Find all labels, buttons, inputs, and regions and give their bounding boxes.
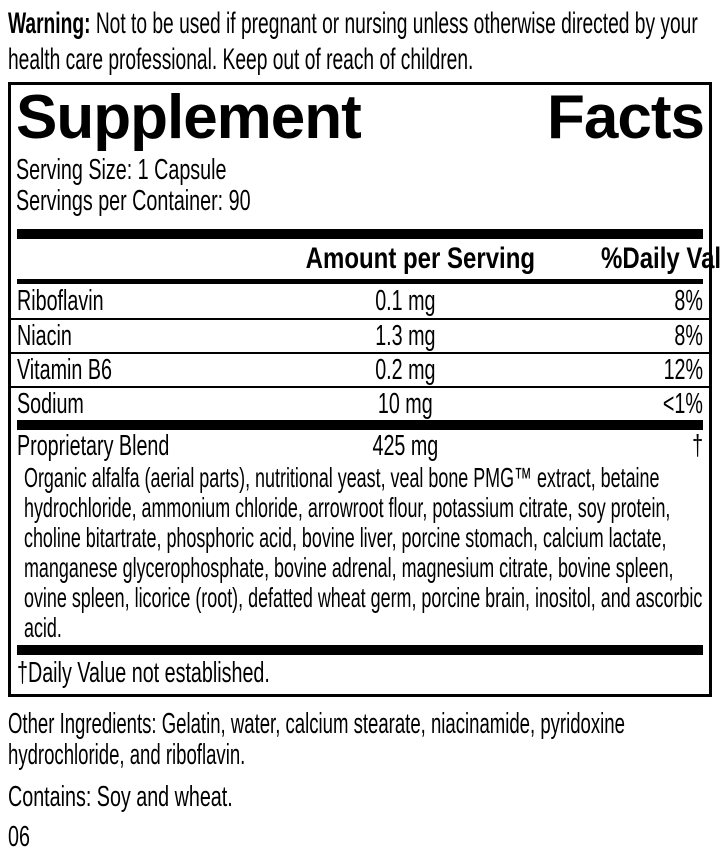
panel-title-word-facts: Facts (547, 83, 705, 152)
contains-statement: Contains: Soy and wheat. (8, 781, 233, 813)
serving-info: Serving Size: 1 Capsule Servings per Con… (11, 149, 709, 217)
proprietary-blend-amount: 425 mg (372, 430, 438, 462)
divider-bar-proprietary (17, 420, 703, 430)
nutrient-daily-value: 12% (663, 354, 703, 386)
servings-per-container-line: Servings per Container: 90 (16, 185, 251, 217)
nutrient-name: Niacin (17, 320, 72, 352)
nutrient-name: Vitamin B6 (17, 354, 113, 386)
nutrient-row: Niacin 1.3 mg 8% (11, 318, 709, 352)
nutrient-amount: 10 mg (377, 388, 433, 420)
nutrient-name: Sodium (17, 388, 84, 420)
nutrient-row: Riboflavin 0.1 mg 8% (11, 284, 709, 318)
serving-size-line: Serving Size: 1 Capsule (16, 154, 227, 186)
proprietary-blend-row: Proprietary Blend 425 mg † (11, 430, 709, 463)
proprietary-blend-name: Proprietary Blend (17, 430, 170, 462)
panel-title: Supplement Facts (11, 85, 709, 149)
proprietary-blend-ingredients: Organic alfalfa (aerial parts), nutritio… (24, 462, 703, 643)
panel-title-word-supplement: Supplement (16, 83, 362, 152)
nutrient-row: Vitamin B6 0.2 mg 12% (11, 352, 709, 386)
nutrient-amount: 0.2 mg (374, 354, 436, 386)
nutrient-row: Sodium 10 mg <1% (11, 386, 709, 420)
label-code: 06 (8, 821, 30, 853)
divider-bar-header (17, 279, 703, 284)
warning-label: Warning: (8, 7, 91, 40)
nutrient-amount: 1.3 mg (374, 320, 436, 352)
nutrient-daily-value: <1% (662, 388, 703, 420)
supplement-facts-panel: Supplement Facts Serving Size: 1 Capsule… (8, 82, 720, 697)
divider-bar-footnote (17, 645, 703, 655)
nutrient-amount: 0.1 mg (374, 284, 436, 317)
warning-text: Not to be used if pregnant or nursing un… (8, 7, 698, 76)
daily-value-footnote: †Daily Value not established. (17, 657, 270, 689)
column-header-amount: Amount per Serving (305, 242, 536, 275)
nutrient-name: Riboflavin (17, 284, 104, 317)
other-ingredients-paragraph: Other Ingredients: Gelatin, water, calci… (8, 708, 625, 771)
proprietary-blend-daily-value: † (692, 430, 703, 462)
warning-paragraph: Warning: Not to be used if pregnant or n… (8, 6, 712, 78)
supplement-label-page: Warning: Not to be used if pregnant or n… (0, 6, 720, 853)
column-header-daily-value: %Daily Value (600, 242, 720, 275)
column-header-row: Amount per Serving %Daily Value (11, 239, 720, 279)
nutrient-daily-value: 8% (674, 320, 703, 352)
divider-bar-top (17, 229, 703, 239)
nutrient-daily-value: 8% (674, 284, 703, 317)
